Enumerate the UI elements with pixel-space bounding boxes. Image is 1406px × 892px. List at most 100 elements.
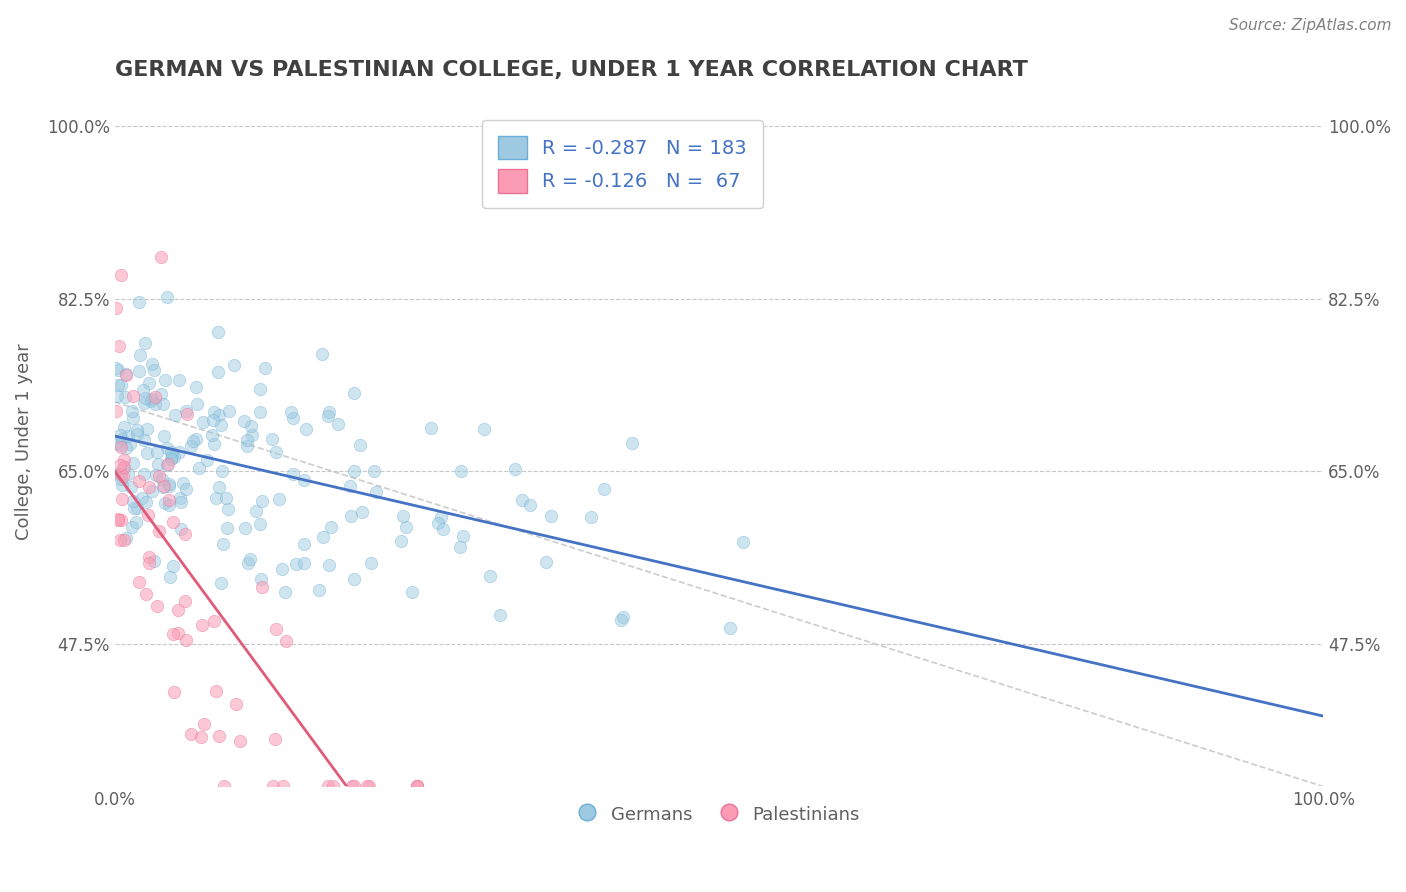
Point: [115, 368, 138, 382]
Point: [343, 780, 366, 794]
Point: [229, 733, 252, 747]
Point: [141, 394, 163, 409]
Point: [197, 453, 219, 467]
Point: [160, 445, 183, 459]
Point: [107, 363, 129, 377]
Point: [343, 386, 366, 401]
Point: [262, 780, 284, 794]
Point: [202, 405, 225, 419]
Text: GERMAN VS PALESTINIAN COLLEGE, UNDER 1 YEAR CORRELATION CHART: GERMAN VS PALESTINIAN COLLEGE, UNDER 1 Y…: [115, 60, 1028, 79]
Point: [339, 479, 361, 493]
Point: [108, 428, 131, 442]
Point: [240, 428, 263, 442]
Point: [350, 505, 373, 519]
Point: [326, 417, 349, 431]
Point: [249, 404, 271, 418]
Point: [184, 432, 207, 446]
Point: [540, 508, 562, 523]
Point: [519, 498, 541, 512]
Point: [211, 464, 233, 478]
Point: [110, 378, 132, 392]
Point: [208, 729, 231, 743]
Point: [449, 540, 471, 554]
Point: [115, 531, 138, 545]
Point: [191, 415, 214, 429]
Point: [167, 444, 190, 458]
Point: [363, 463, 385, 477]
Point: [225, 697, 247, 711]
Point: [149, 250, 172, 264]
Point: [249, 382, 271, 396]
Point: [218, 404, 240, 418]
Point: [174, 594, 197, 608]
Point: [145, 467, 167, 482]
Point: [405, 780, 427, 794]
Point: [211, 536, 233, 550]
Point: [134, 396, 156, 410]
Point: [108, 467, 131, 481]
Point: [138, 480, 160, 494]
Point: [579, 510, 602, 524]
Point: [266, 444, 288, 458]
Point: [143, 390, 166, 404]
Point: [143, 363, 166, 377]
Point: [117, 429, 139, 443]
Point: [217, 501, 239, 516]
Point: [156, 442, 179, 456]
Point: [104, 361, 127, 376]
Point: [510, 492, 533, 507]
Point: [187, 461, 209, 475]
Point: [163, 685, 186, 699]
Point: [112, 453, 135, 467]
Point: [120, 480, 142, 494]
Y-axis label: College, Under 1 year: College, Under 1 year: [15, 343, 32, 540]
Point: [271, 562, 294, 576]
Point: [209, 418, 232, 433]
Point: [157, 492, 180, 507]
Point: [420, 421, 443, 435]
Point: [125, 500, 148, 515]
Point: [311, 530, 333, 544]
Point: [264, 623, 287, 637]
Point: [318, 404, 340, 418]
Point: [125, 515, 148, 529]
Point: [112, 460, 135, 475]
Point: [170, 494, 193, 508]
Point: [146, 445, 169, 459]
Point: [117, 467, 139, 481]
Point: [180, 438, 202, 452]
Point: [292, 473, 315, 487]
Point: [110, 268, 132, 282]
Point: [156, 458, 179, 472]
Point: [190, 730, 212, 744]
Point: [153, 479, 176, 493]
Point: [146, 457, 169, 471]
Point: [122, 500, 145, 515]
Point: [132, 433, 155, 447]
Point: [134, 392, 156, 406]
Point: [160, 451, 183, 466]
Point: [262, 433, 284, 447]
Point: [250, 573, 273, 587]
Point: [153, 428, 176, 442]
Point: [128, 474, 150, 488]
Point: [159, 570, 181, 584]
Point: [191, 617, 214, 632]
Point: [276, 633, 298, 648]
Point: [284, 557, 307, 571]
Point: [127, 423, 149, 437]
Point: [143, 554, 166, 568]
Point: [110, 533, 132, 547]
Point: [360, 556, 382, 570]
Point: [138, 557, 160, 571]
Point: [131, 491, 153, 506]
Point: [176, 407, 198, 421]
Point: [236, 433, 259, 447]
Point: [141, 357, 163, 371]
Point: [108, 339, 131, 353]
Point: [236, 439, 259, 453]
Point: [316, 780, 339, 794]
Point: [281, 467, 304, 482]
Point: [503, 462, 526, 476]
Point: [202, 614, 225, 628]
